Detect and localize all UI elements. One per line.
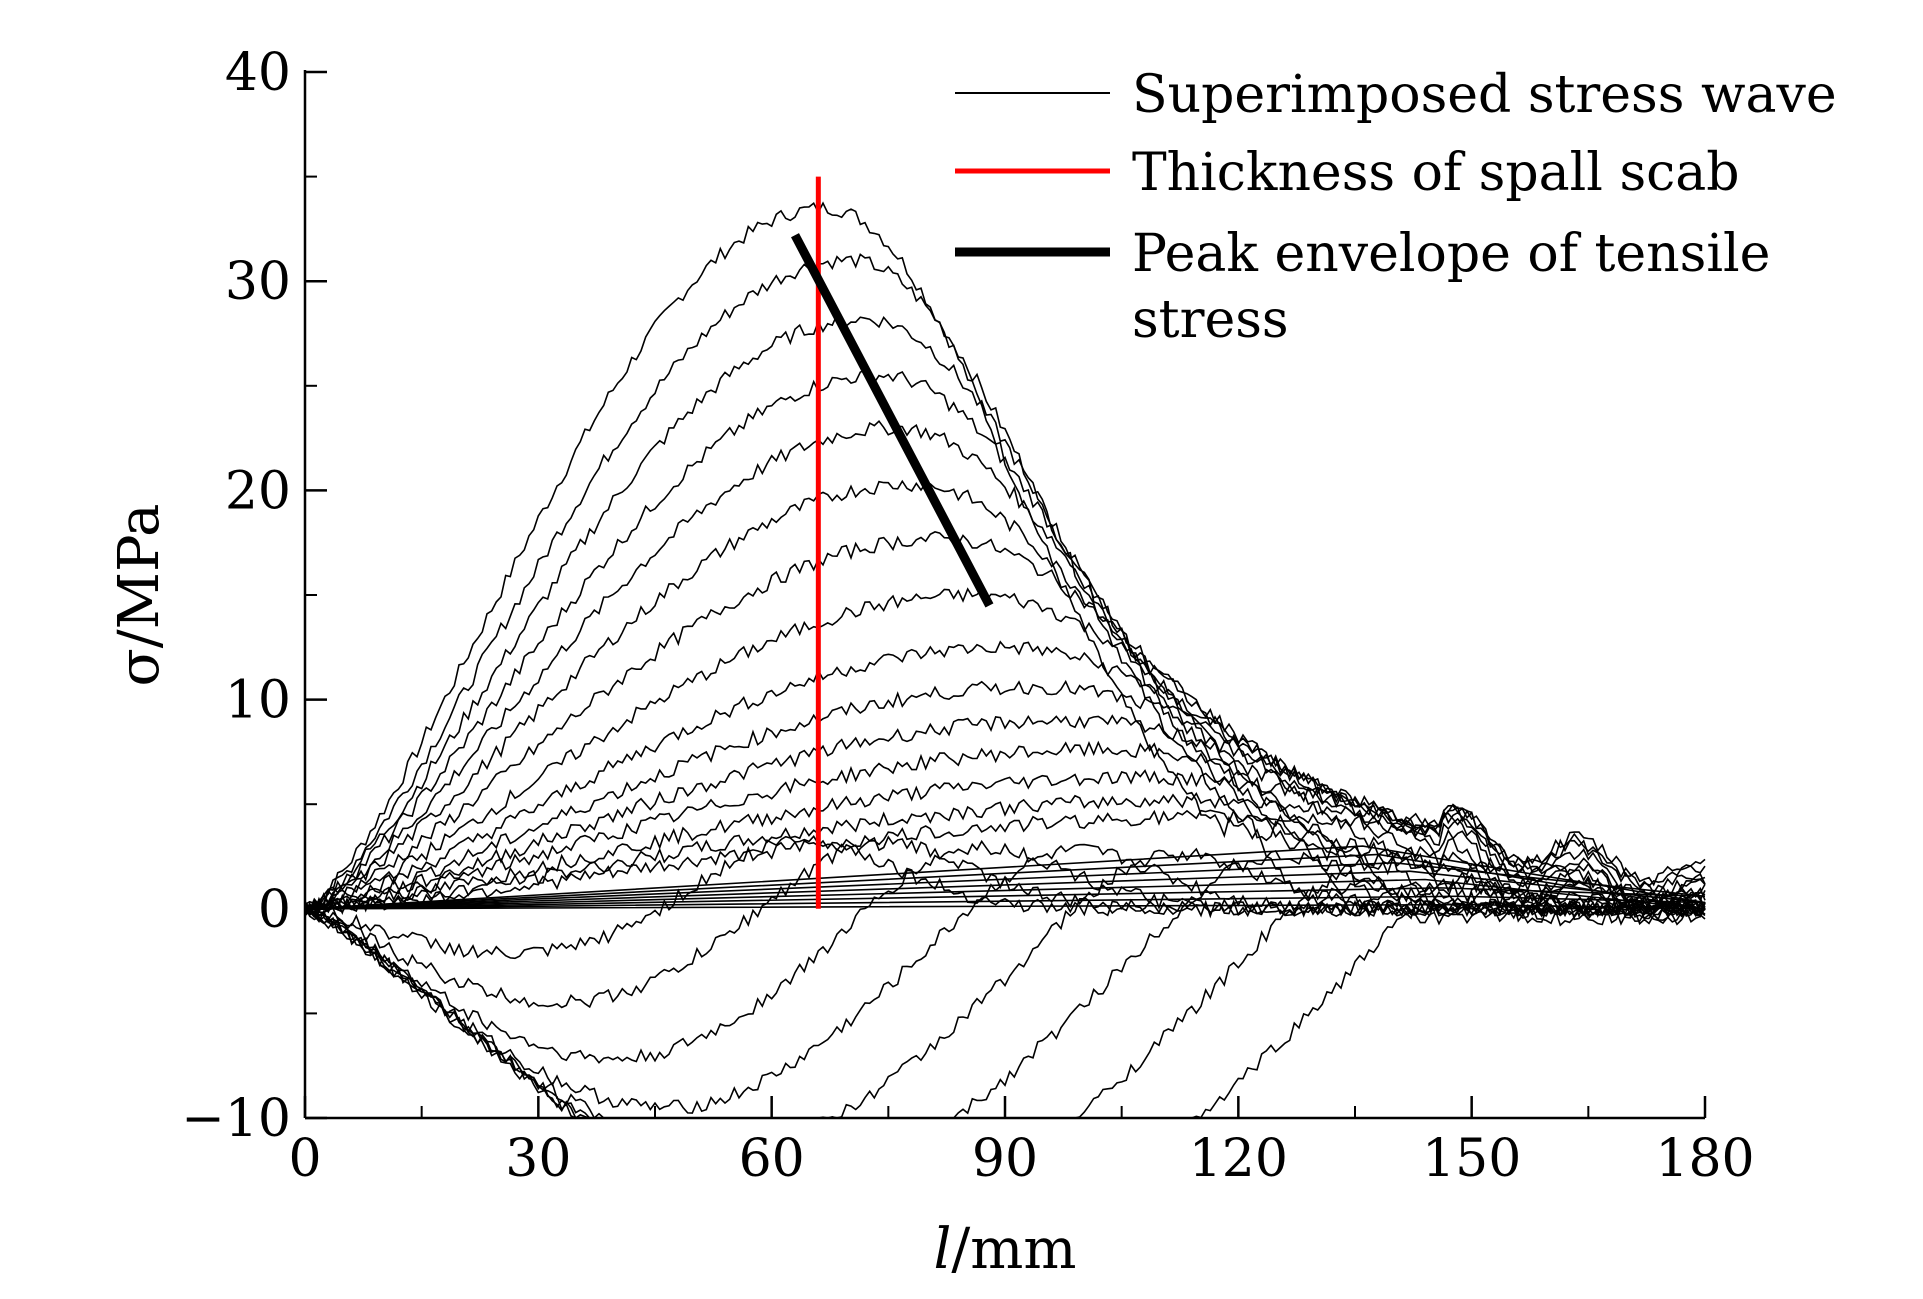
stress-wave-curve-compression-2 — [304, 839, 1706, 1064]
legend-label-spall-scab: Thickness of spall scab — [1132, 143, 1740, 203]
x-tick-label: 180 — [1655, 1129, 1754, 1189]
stress-wave-curve-tension-14 — [304, 806, 1706, 916]
x-tick-label: 90 — [972, 1129, 1038, 1189]
x-axis-ticks: 0 30 60 90 120 150 180 — [288, 1096, 1755, 1189]
stress-wave-curve-compression-5 — [304, 849, 1706, 1119]
stress-wave-curve-baseline-6 — [304, 853, 1706, 910]
legend-label-peak-envelope-line1: Peak envelope of tensile — [1132, 224, 1770, 284]
stress-wave-curve-tension-4 — [304, 420, 1706, 927]
x-tick-label: 120 — [1189, 1129, 1288, 1189]
y-axis-label: σ/MPa — [107, 504, 172, 687]
y-tick-label: −10 — [181, 1089, 291, 1149]
y-tick-label: 40 — [225, 43, 291, 103]
x-tick-label: 0 — [288, 1129, 321, 1189]
stress-wave-curve-tension-13 — [304, 791, 1706, 917]
stress-wave-curve-tension-10 — [304, 714, 1706, 916]
x-tick-label: 150 — [1422, 1129, 1521, 1189]
y-tick-label: 0 — [258, 880, 291, 940]
y-tick-label: 30 — [225, 252, 291, 312]
superimposed-stress-wave-curves — [304, 201, 1706, 1120]
stress-wave-curve-baseline-0 — [304, 903, 1706, 910]
legend-label-peak-envelope-line2: stress — [1132, 290, 1289, 350]
stress-wave-curve-tension-11 — [304, 740, 1706, 916]
stress-wave-curve-tension-6 — [304, 531, 1706, 926]
x-axis-label-symbol: l — [934, 1217, 952, 1282]
y-axis-ticks: −10 0 10 20 30 40 — [181, 43, 327, 1149]
tensile-peak-envelope-line — [791, 233, 994, 608]
x-axis-label: l/mm — [934, 1217, 1077, 1282]
stress-wave-curve-tension-2 — [304, 313, 1706, 926]
stress-wave-curve-baseline-7 — [304, 845, 1706, 910]
stress-wave-curve-tension-1 — [304, 253, 1706, 925]
x-axis-label-unit: /mm — [951, 1217, 1076, 1282]
legend: Superimposed stress wave Thickness of sp… — [955, 65, 1837, 350]
stress-wave-curve-tension-8 — [304, 640, 1706, 916]
y-tick-label: 10 — [225, 671, 291, 731]
stress-wave-curve-tension-7 — [304, 587, 1706, 920]
x-tick-label: 30 — [505, 1129, 571, 1189]
stress-wave-curve-compression-0 — [304, 834, 1706, 960]
stress-wave-curve-baseline-3 — [304, 878, 1706, 910]
y-tick-label: 20 — [225, 461, 291, 521]
legend-label-superimposed-wave: Superimposed stress wave — [1132, 65, 1837, 125]
stress-wave-curve-compression-1 — [304, 835, 1706, 1009]
x-tick-label: 60 — [739, 1129, 805, 1189]
stress-wave-curve-tension-9 — [304, 679, 1706, 914]
